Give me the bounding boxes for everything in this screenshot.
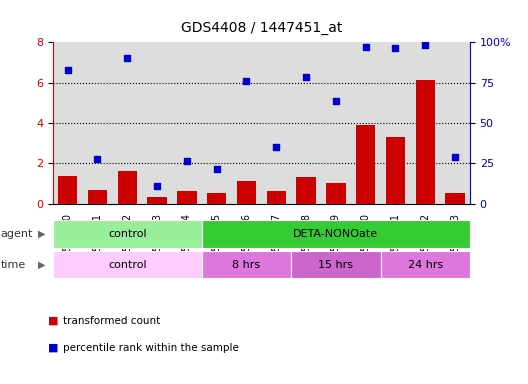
Bar — [58, 176, 78, 204]
Text: transformed count: transformed count — [63, 316, 161, 326]
Point — [391, 45, 400, 51]
Point — [421, 42, 429, 48]
Text: 24 hrs: 24 hrs — [408, 260, 443, 270]
Point — [302, 73, 310, 79]
Point — [183, 158, 191, 164]
Text: ▶: ▶ — [38, 229, 45, 239]
Point — [272, 144, 280, 150]
Text: ▶: ▶ — [38, 260, 45, 270]
Bar — [356, 125, 375, 204]
Text: 15 hrs: 15 hrs — [318, 260, 353, 270]
Text: 8 hrs: 8 hrs — [232, 260, 260, 270]
Text: ■: ■ — [48, 316, 58, 326]
Text: ■: ■ — [48, 343, 58, 353]
Point — [332, 98, 340, 104]
Bar — [326, 184, 345, 204]
Bar — [237, 181, 256, 204]
Bar — [147, 197, 167, 204]
Bar — [445, 193, 465, 204]
Text: GDS4408 / 1447451_at: GDS4408 / 1447451_at — [181, 21, 342, 35]
Bar — [416, 79, 435, 204]
Point — [242, 78, 251, 84]
Text: agent: agent — [1, 229, 33, 239]
Point — [63, 68, 72, 74]
Bar — [177, 192, 196, 204]
Bar — [386, 137, 405, 204]
Point — [93, 156, 102, 162]
Bar — [207, 194, 227, 204]
Text: DETA-NONOate: DETA-NONOate — [293, 229, 379, 239]
Bar — [296, 177, 316, 204]
Bar — [267, 191, 286, 204]
Bar — [118, 171, 137, 204]
Bar — [88, 190, 107, 204]
Text: control: control — [108, 229, 147, 239]
Point — [451, 154, 459, 160]
Text: time: time — [1, 260, 26, 270]
Point — [123, 55, 131, 61]
Point — [212, 166, 221, 172]
Point — [361, 44, 370, 50]
Text: control: control — [108, 260, 147, 270]
Point — [153, 183, 162, 189]
Text: percentile rank within the sample: percentile rank within the sample — [63, 343, 239, 353]
